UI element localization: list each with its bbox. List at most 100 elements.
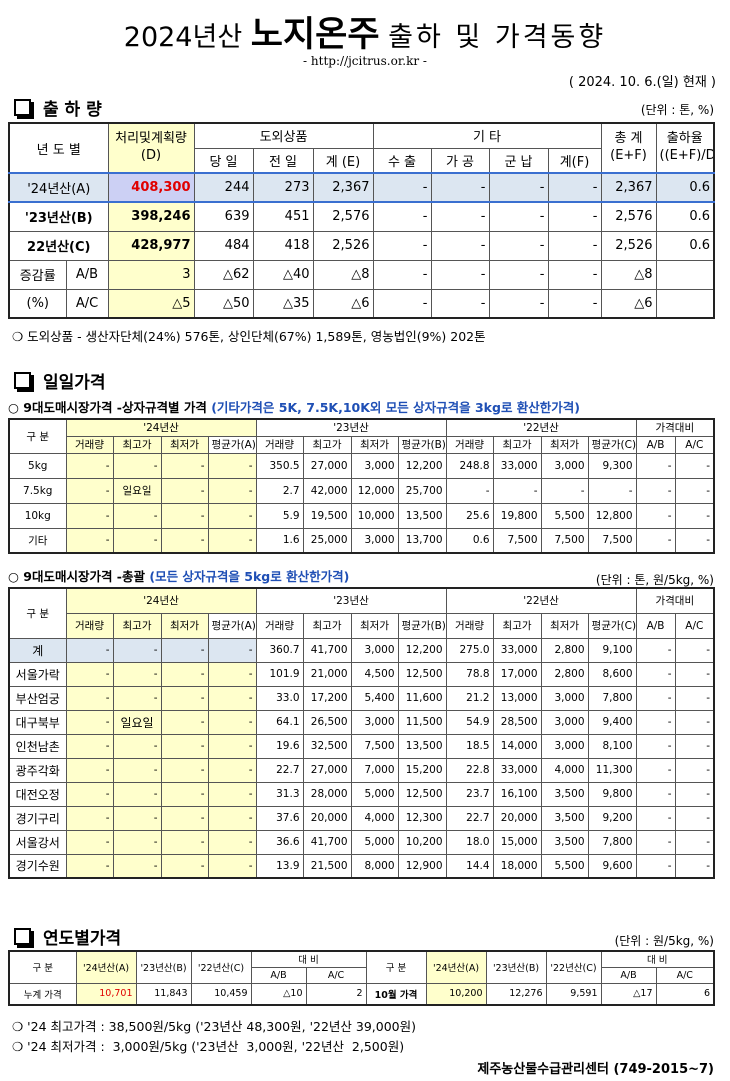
body-cell: 9,800 xyxy=(587,781,637,807)
body-cell: 1.6 xyxy=(255,527,304,554)
body-cell: 부산엄궁 xyxy=(8,685,67,711)
header-cell: 평균가(A) xyxy=(207,612,257,639)
body-cell: △5 xyxy=(107,288,195,319)
body-cell: 5,000 xyxy=(350,829,399,855)
header-row: 거래량 최고가 최저가 평균가(A) 거래량 최고가 최저가 평균가(B) 거래량 최고가 최저가 평… xyxy=(9,612,715,639)
footer: 제주농산물수급관리센터 (749-2015~7) xyxy=(477,1062,714,1077)
header-cell: 최고가 xyxy=(112,612,162,639)
body-cell: - xyxy=(635,829,676,855)
body-cell: 78.8 xyxy=(445,661,494,687)
unit: (단위 : 원/5kg, %) xyxy=(614,934,714,948)
body-row: '24년산(A) 408,300 244 273 2,367- - - -2,367 0.6 xyxy=(8,172,715,203)
body-cell: 244 xyxy=(193,172,254,203)
body-cell: 12,500 xyxy=(397,781,447,807)
body-cell: - xyxy=(160,805,209,831)
header-cell: '23년산(B) xyxy=(135,950,192,984)
body-cell: 7,500 xyxy=(492,527,542,554)
body-cell: 5,000 xyxy=(350,781,399,807)
body-cell: 일요일 xyxy=(112,477,162,504)
body-cell: - xyxy=(674,781,715,807)
body-cell: 2,800 xyxy=(540,661,589,687)
body-cell: - xyxy=(372,259,432,290)
body-cell: - xyxy=(65,685,114,711)
cell-line: (E+F) xyxy=(610,148,647,163)
body-cell: 17,000 xyxy=(492,661,542,687)
note: ❍ '24 최저가격 : 3,000원/5kg ('23년산 3,000원, '… xyxy=(12,1039,405,1054)
header-cell: 거래량 xyxy=(255,435,304,454)
body-cell: - xyxy=(112,527,162,554)
body-cell: - xyxy=(112,757,162,783)
body-cell: 11,600 xyxy=(397,685,447,711)
body-cell: 10,200 xyxy=(425,982,487,1006)
body-row: 대구북부 - 일요일 - -64.1 26,500 3,000 11,500 54.9 28,50… xyxy=(8,709,715,735)
body-row: 서울강서 - - - -36.6 41,700 5,000 10,200 18.0 15,000 3… xyxy=(8,829,715,855)
body-cell: - xyxy=(65,829,114,855)
body-cell: 2,367 xyxy=(600,172,657,203)
body-cell: - xyxy=(430,230,490,261)
body-cell: 7.5kg xyxy=(8,477,67,504)
body-cell: 15,000 xyxy=(492,829,542,855)
body-cell: - xyxy=(674,829,715,855)
body-cell: - xyxy=(372,172,432,203)
body-cell: - xyxy=(430,288,490,319)
body-cell: - xyxy=(488,288,549,319)
header-cell: A/B xyxy=(635,435,676,454)
header-cell: 총 계 (E+F) xyxy=(600,122,657,174)
body-cell: - xyxy=(372,230,432,261)
body-row: 경기수원 - - - -13.9 21,500 8,000 12,900 14.4 18,000 5… xyxy=(8,853,715,879)
body-cell: 14,000 xyxy=(492,733,542,759)
body-cell: 22.8 xyxy=(445,757,494,783)
body-cell: - xyxy=(160,709,209,735)
body-cell: - xyxy=(674,637,715,663)
body-cell: △62 xyxy=(193,259,254,290)
body-cell: 4,000 xyxy=(350,805,399,831)
body-cell: 18.5 xyxy=(445,733,494,759)
body-cell: 27,000 xyxy=(302,757,352,783)
body-cell: 서울가락 xyxy=(8,661,67,687)
header-cell: 군 납 xyxy=(488,147,549,174)
body-cell: - xyxy=(430,201,490,232)
cell-line: ((E+F)/D) xyxy=(659,148,714,163)
body-cell: - xyxy=(207,733,257,759)
body-cell: 9,100 xyxy=(587,637,637,663)
body-cell: 19.6 xyxy=(255,733,304,759)
body-cell: 273 xyxy=(252,172,314,203)
body-cell: 360.7 xyxy=(255,637,304,663)
body-cell: 484 xyxy=(193,230,254,261)
body-cell: 3,500 xyxy=(540,781,589,807)
body-cell: 19,500 xyxy=(302,502,352,529)
body-row: 10kg - - - -5.9 19,500 10,000 13,500 25.6 19,800 5… xyxy=(8,502,715,529)
header-cell: 당 일 xyxy=(193,147,254,174)
body-cell: 3 xyxy=(107,259,195,290)
header-cell: 최저가 xyxy=(350,612,399,639)
body-cell: - xyxy=(65,805,114,831)
body-row: 계 - - - -360.7 41,700 3,000 12,200 275.0 33,000 2,… xyxy=(8,637,715,663)
body-cell: 3,000 xyxy=(350,527,399,554)
body-cell: 350.5 xyxy=(255,452,304,479)
body-cell: - xyxy=(112,733,162,759)
header-cell: 최고가 xyxy=(302,612,352,639)
body-cell: - xyxy=(372,288,432,319)
header-cell: '24년산 xyxy=(65,418,257,437)
header-cell: 최저가 xyxy=(160,612,209,639)
body-cell: 3,000 xyxy=(540,709,589,735)
body-cell: - xyxy=(635,757,676,783)
body-cell: - xyxy=(112,805,162,831)
header-row: 구 분 '24년산 '23년산 '22년산 가격대비 xyxy=(8,587,715,639)
note: ❍ 도외상품 - 생산자단체(24%) 576톤, 상인단체(67%) 1,58… xyxy=(12,329,486,344)
body-cell: 33,000 xyxy=(492,757,542,783)
date: ( 2024. 10. 6.(일) 현재 ) xyxy=(568,75,716,90)
body-cell: 20,000 xyxy=(492,805,542,831)
body-cell: △6 xyxy=(600,288,657,319)
body-cell: 13,500 xyxy=(397,733,447,759)
body-cell: 4,000 xyxy=(540,757,589,783)
body-cell: A/B xyxy=(65,259,109,290)
body-cell: 13,000 xyxy=(492,685,542,711)
summary-price-table: 구 분 '24년산 '23년산 '22년산 가격대비 거래량 최고가 최저가 평균가(A) 거래량… xyxy=(8,587,716,879)
header-cell: 전 일 xyxy=(252,147,314,174)
body-cell: - xyxy=(207,757,257,783)
body-cell: 11,300 xyxy=(587,757,637,783)
size-price-table: 구 분 '24년산 '23년산 '22년산 가격대비 거래량 최고가 최저가 평균가(A) 거래량… xyxy=(8,418,716,554)
body-cell: 25.6 xyxy=(445,502,494,529)
